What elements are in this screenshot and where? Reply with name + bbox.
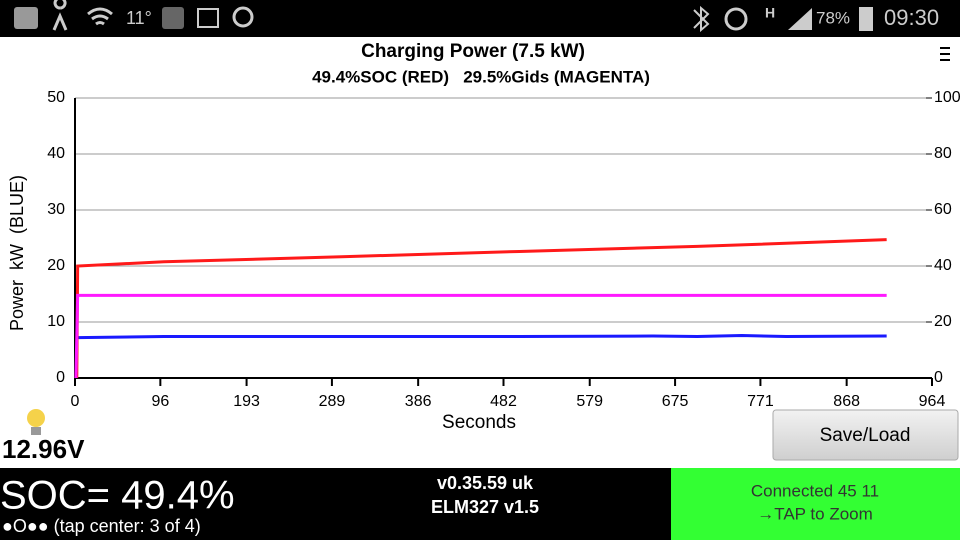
chart-title: Charging Power (7.5 kW) (361, 41, 585, 62)
x-tick-label: 96 (151, 393, 169, 410)
usb-icon (52, 0, 68, 31)
soc-readout[interactable]: SOC= 49.4% (0, 474, 235, 518)
overflow-menu[interactable] (940, 47, 950, 61)
wifi-icon (87, 7, 113, 26)
gallery-icon (162, 7, 184, 29)
y2-tick-label: 0 (934, 369, 943, 386)
adapter: ELM327 v1.5 (431, 497, 539, 517)
y-tick-label: 20 (47, 257, 65, 274)
battery-icon (859, 7, 873, 31)
image-icon (197, 8, 219, 28)
y-tick-label: 30 (47, 201, 65, 218)
y-tick-label: 40 (47, 145, 65, 162)
x-axis-label: Seconds (442, 412, 516, 433)
temperature: 11° (126, 8, 152, 28)
x-tick-label: 579 (576, 393, 603, 410)
location-icon (232, 6, 254, 28)
alarm-icon (724, 7, 748, 31)
y2-tick-label: 40 (934, 257, 952, 274)
bulb-icon (27, 409, 45, 435)
chart-subtitle: 49.4%SOC (RED) 29.5%Gids (MAGENTA) (312, 67, 650, 86)
save-load-button[interactable]: Save/Load (772, 409, 959, 461)
info-panel (0, 468, 671, 540)
series-line (74, 293, 887, 379)
y2-tick-label: 100 (934, 89, 960, 106)
version: v0.35.59 uk (437, 473, 534, 493)
connection-status: Connected 45 11 (751, 481, 879, 500)
y2-tick-label: 60 (934, 201, 952, 218)
x-tick-label: 868 (833, 393, 860, 410)
x-tick-label: 0 (71, 393, 80, 410)
signal-icon (788, 8, 812, 30)
app-icon (14, 7, 38, 29)
y2-tick-label: 20 (934, 313, 952, 330)
x-tick-label: 386 (405, 393, 432, 410)
bluetooth-icon (693, 5, 710, 33)
x-tick-label: 771 (747, 393, 774, 410)
button-label[interactable]: Save/Load (820, 425, 911, 446)
x-tick-label: 289 (319, 393, 346, 410)
series-line (77, 333, 887, 340)
connection-panel[interactable] (671, 468, 960, 540)
status-bar (0, 0, 960, 37)
page-indicator: ●O●● (tap center: 3 of 4) (2, 516, 201, 536)
battery-percent: 78% (816, 8, 850, 27)
series-line (75, 238, 887, 379)
y-tick-label: 50 (47, 89, 65, 106)
y-tick-label: 10 (47, 313, 65, 330)
network-type: H (765, 5, 775, 21)
x-tick-label: 964 (919, 393, 946, 410)
x-tick-label: 482 (490, 393, 517, 410)
zoom-hint: →TAP to Zoom (757, 504, 873, 523)
x-tick-label: 193 (233, 393, 260, 410)
y-tick-label: 0 (56, 369, 65, 386)
clock: 09:30 (884, 5, 939, 30)
x-tick-label: 675 (662, 393, 689, 410)
voltage: 12.96V (2, 434, 85, 464)
y-axis-label: Power kW (BLUE) (7, 175, 27, 331)
y2-tick-label: 80 (934, 145, 952, 162)
